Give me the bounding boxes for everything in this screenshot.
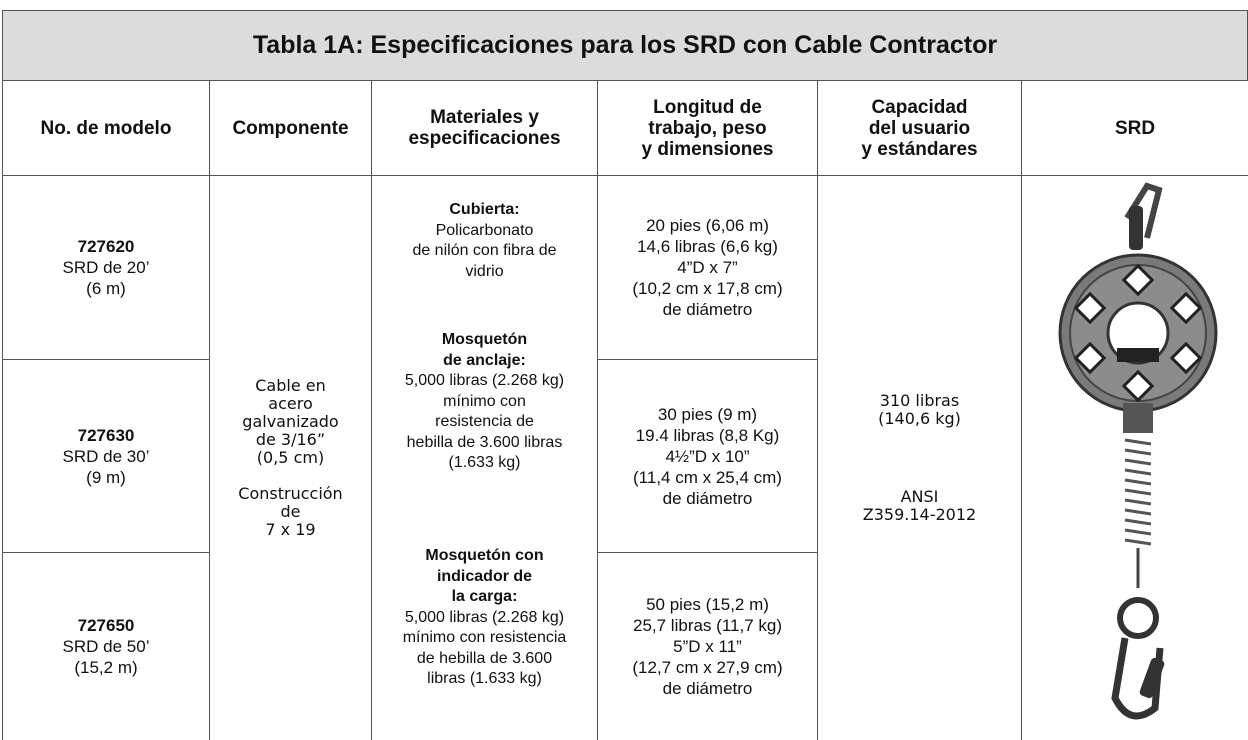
capacity-cell: 310 libras (140,6 kg) ANSI Z359.14-2012 bbox=[818, 176, 1022, 740]
header-text: SRD bbox=[1114, 117, 1156, 139]
standard-line: Z359.14-2012 bbox=[862, 505, 977, 524]
spec-line: (11,4 cm x 25,4 cm) bbox=[633, 467, 782, 487]
spec-line: 50 pies (15,2 m) bbox=[646, 595, 769, 614]
materials-line: vidrio bbox=[465, 262, 504, 280]
model-number: 727650 bbox=[77, 616, 135, 635]
spec-line: 30 pies (9 m) bbox=[657, 404, 758, 424]
header-text: y estándares bbox=[861, 138, 978, 160]
materials-section: Cubierta: Policarbonato de nilón con fibra… bbox=[372, 200, 597, 282]
materials-heading: Mosquetón con bbox=[425, 547, 544, 564]
header-text: No. de modelo bbox=[40, 117, 172, 139]
materials-line: de hebilla de 3.600 bbox=[416, 649, 553, 667]
spec-line: (10,2 cm x 17,8 cm) bbox=[632, 279, 783, 298]
header-text: Materiales y bbox=[430, 107, 539, 128]
component-line: de bbox=[280, 502, 301, 521]
header-text: y dimensiones bbox=[641, 138, 774, 160]
materials-heading: de anclaje: bbox=[443, 351, 526, 369]
spec-line: (12,7 cm x 27,9 cm) bbox=[632, 658, 783, 677]
component-line: de 3/16” bbox=[255, 430, 326, 449]
spec-line: 4”D x 7” bbox=[677, 258, 738, 277]
table-title: Tabla 1A: Especificaciones para los SRD … bbox=[2, 10, 1248, 81]
spec-cell: 30 pies (9 m) 19.4 libras (8,8 Kg) 4½”D x … bbox=[598, 360, 818, 553]
spec-line: de diámetro bbox=[662, 488, 753, 508]
model-length: (15,2 m) bbox=[74, 658, 138, 677]
spec-cell: 50 pies (15,2 m) 25,7 libras (11,7 kg) 5”D… bbox=[598, 553, 818, 740]
model-number: 727630 bbox=[77, 425, 135, 445]
capacity-line: 310 libras bbox=[879, 391, 960, 410]
spec-line: de diámetro bbox=[662, 679, 753, 698]
header-text: del usuario bbox=[868, 117, 971, 139]
header-cell: Capacidad del usuario y estándares bbox=[818, 81, 1022, 176]
materials-line: mínimo con bbox=[443, 392, 526, 410]
model-length: (9 m) bbox=[86, 467, 126, 487]
header-cell: Longitud de trabajo, peso y dimensiones bbox=[598, 81, 818, 176]
spec-line: 20 pies (6,06 m) bbox=[646, 216, 769, 235]
spec-line: 19.4 libras (8,8 Kg) bbox=[635, 425, 780, 445]
materials-line: hebilla de 3.600 libras bbox=[406, 433, 563, 451]
header-cell: No. de modelo bbox=[2, 81, 210, 176]
srd-illustration bbox=[1058, 182, 1218, 720]
model-cell: 727620 SRD de 20’ (6 m) bbox=[2, 176, 210, 360]
component-line: 7 x 19 bbox=[265, 520, 316, 539]
spec-line: de diámetro bbox=[662, 300, 753, 319]
materials-line: (1.633 kg) bbox=[448, 454, 521, 471]
spec-cell: 20 pies (6,06 m) 14,6 libras (6,6 kg) 4”D … bbox=[598, 176, 818, 360]
materials-heading: Cubierta: bbox=[449, 201, 520, 218]
materials-heading: la carga: bbox=[451, 588, 518, 605]
model-cell: 727650 SRD de 50’ (15,2 m) bbox=[2, 553, 210, 740]
component-line: (0,5 cm) bbox=[256, 448, 325, 467]
materials-cell: Cubierta: Policarbonato de nilón con fibra… bbox=[372, 176, 598, 740]
materials-line: Policarbonato bbox=[435, 221, 534, 239]
standard-line: ANSI bbox=[900, 487, 939, 506]
materials-section: Mosquetón con indicador de la carga: 5,000 … bbox=[372, 546, 597, 690]
materials-section: Mosquetón de anclaje: 5,000 libras (2.268 … bbox=[372, 330, 597, 474]
spec-line: 14,6 libras (6,6 kg) bbox=[637, 237, 778, 256]
header-text: trabajo, peso bbox=[648, 117, 767, 139]
spec-line: 4½”D x 10” bbox=[665, 446, 750, 466]
materials-line: mínimo con resistencia bbox=[402, 629, 567, 646]
materials-line: de nilón con fibra de bbox=[412, 242, 557, 259]
header-text: Componente bbox=[232, 117, 349, 139]
materials-heading: indicador de bbox=[436, 567, 533, 585]
materials-line: 5,000 libras (2.268 kg) bbox=[404, 608, 565, 626]
materials-line: resistencia de bbox=[435, 413, 534, 430]
model-cell: 727630 SRD de 30’ (9 m) bbox=[2, 360, 210, 553]
model-name: SRD de 50’ bbox=[62, 637, 150, 656]
header-cell: Materiales y especificaciones bbox=[372, 81, 598, 176]
header-text: especificaciones bbox=[408, 128, 561, 149]
header-text: Capacidad bbox=[871, 96, 968, 118]
model-number: 727620 bbox=[77, 237, 135, 256]
spec-line: 5”D x 11” bbox=[673, 637, 742, 656]
component-line: Construcción bbox=[238, 484, 343, 503]
component-line: Cable en bbox=[255, 376, 326, 395]
header-cell: Componente bbox=[210, 81, 372, 176]
title-text: Tabla 1A: Especificaciones para los SRD … bbox=[252, 31, 998, 59]
component-line: galvanizado bbox=[242, 412, 339, 431]
srd-image-cell bbox=[1022, 176, 1248, 740]
model-name: SRD de 30’ bbox=[62, 446, 150, 466]
header-text: Longitud de bbox=[653, 96, 762, 118]
spec-line: 25,7 libras (11,7 kg) bbox=[633, 616, 782, 635]
materials-line: 5,000 libras (2.268 kg) bbox=[404, 372, 565, 389]
model-length: (6 m) bbox=[86, 279, 126, 298]
header-cell: SRD bbox=[1022, 81, 1248, 176]
component-line: acero bbox=[268, 394, 313, 413]
capacity-line: (140,6 kg) bbox=[878, 409, 961, 428]
materials-line: libras (1.633 kg) bbox=[427, 670, 542, 687]
component-cell: Cable en acero galvanizado de 3/16” (0,5 cm)… bbox=[210, 176, 372, 740]
materials-heading: Mosquetón bbox=[441, 331, 528, 348]
model-name: SRD de 20’ bbox=[62, 258, 150, 277]
